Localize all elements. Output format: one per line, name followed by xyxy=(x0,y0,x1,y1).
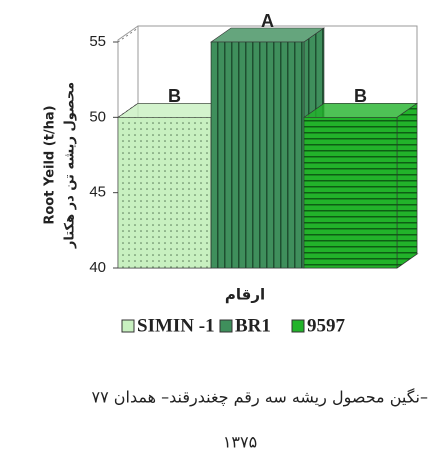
y-axis-label: Root Yeild (t/ha) xyxy=(43,105,58,224)
y-tick-label: 45 xyxy=(89,184,106,201)
legend-swatch xyxy=(121,319,135,333)
legend-label: BR1 xyxy=(235,315,271,336)
caption: نگین محصول ریشه سه رقم چغندرقند– همدان ۷… xyxy=(91,388,428,408)
bar xyxy=(117,117,212,269)
y-tick-label: 40 xyxy=(89,259,106,276)
bar-side xyxy=(396,102,418,269)
bar xyxy=(303,117,398,269)
legend-swatch xyxy=(219,319,233,333)
annotation: B xyxy=(354,86,367,106)
y-tick-label: 55 xyxy=(89,33,106,50)
bar xyxy=(210,41,305,269)
annotation: A xyxy=(261,11,274,31)
caption: ۱۳۷۵ xyxy=(223,433,257,452)
annotation: B xyxy=(168,86,181,106)
y-tick-label: 50 xyxy=(89,108,106,125)
legend-label: 9597 xyxy=(307,315,346,336)
legend-label: SIMIN -1 xyxy=(137,315,215,336)
x-axis-label: ارقام xyxy=(225,286,265,304)
grid-line xyxy=(117,27,139,43)
legend-swatch xyxy=(291,319,305,333)
y-axis-label: محصول ریشه تن در هکتار xyxy=(63,82,78,249)
